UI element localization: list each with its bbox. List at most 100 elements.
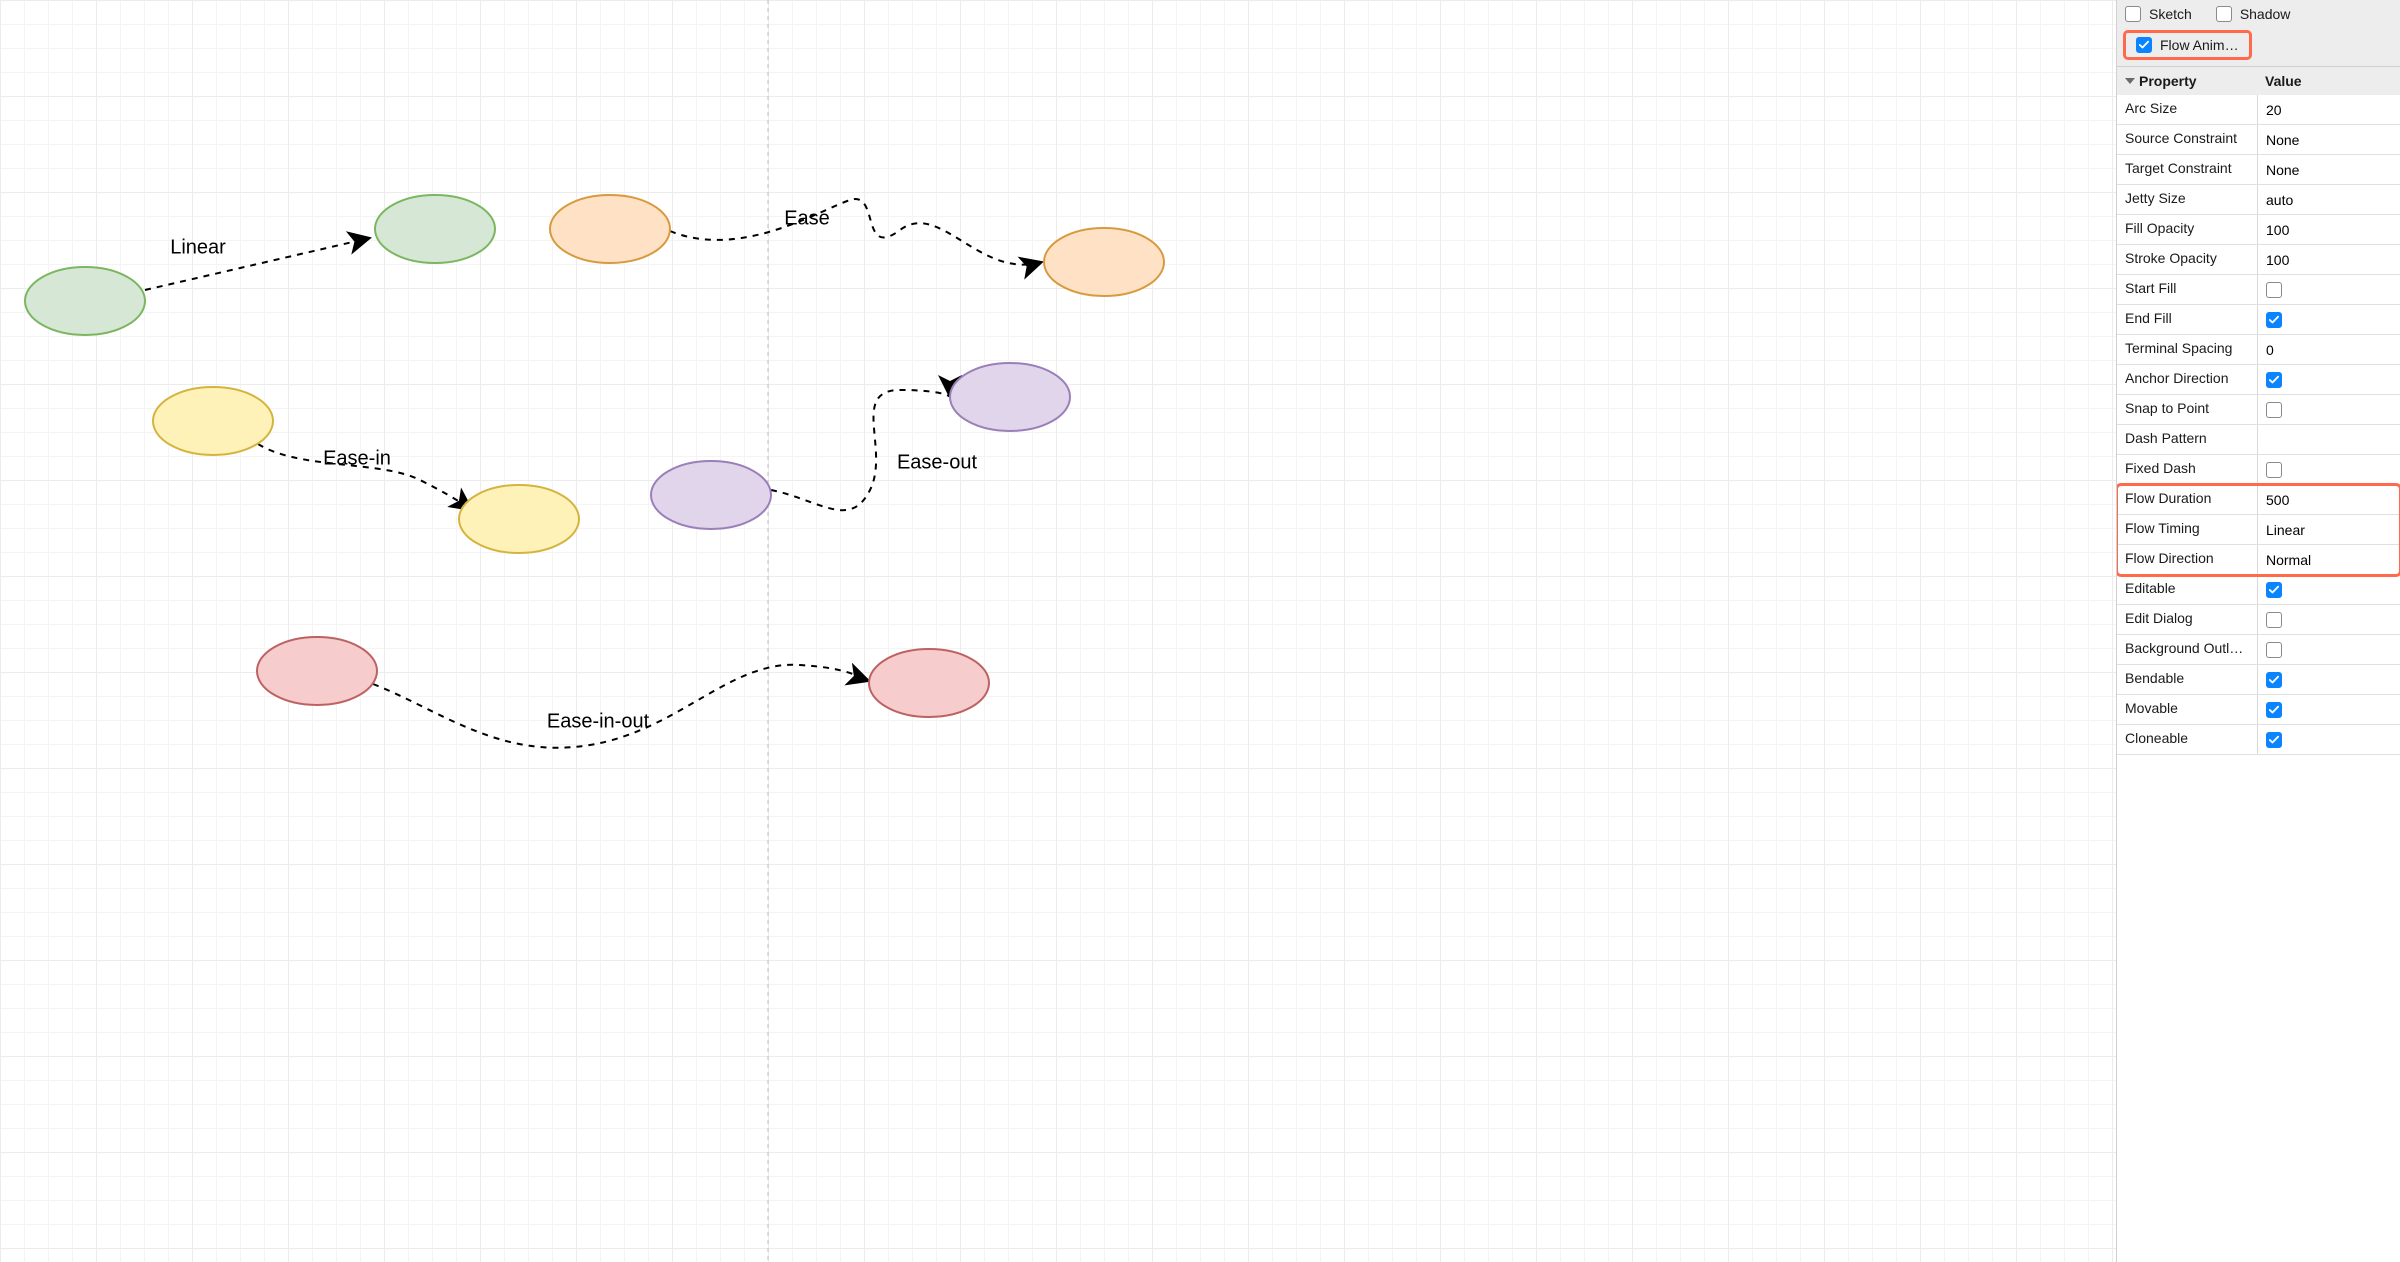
node-r1b[interactable]: [869, 649, 989, 717]
edge-e-easeout[interactable]: [771, 390, 950, 510]
prop-checkbox[interactable]: [2266, 582, 2282, 598]
prop-checkbox[interactable]: [2266, 732, 2282, 748]
prop-row-movable: Movable: [2117, 695, 2400, 725]
prop-key: Movable: [2117, 695, 2257, 724]
prop-input[interactable]: [2266, 192, 2392, 208]
canvas-svg: [0, 0, 2116, 1262]
prop-input[interactable]: [2266, 522, 2392, 538]
prop-value[interactable]: [2257, 575, 2400, 604]
node-o1a[interactable]: [550, 195, 670, 263]
prop-value[interactable]: [2257, 515, 2400, 544]
prop-input[interactable]: [2266, 162, 2392, 178]
flow-animation-checkbox[interactable]: Flow Anim…: [2123, 30, 2252, 60]
prop-key: Flow Direction: [2117, 545, 2257, 574]
prop-value[interactable]: [2257, 335, 2400, 364]
prop-input[interactable]: [2266, 252, 2392, 268]
collapse-icon[interactable]: [2125, 78, 2135, 84]
prop-value[interactable]: [2257, 605, 2400, 634]
prop-key: Target Constraint: [2117, 155, 2257, 184]
shadow-label: Shadow: [2240, 6, 2291, 22]
prop-row-anchor-direction: Anchor Direction: [2117, 365, 2400, 395]
prop-row-bendable: Bendable: [2117, 665, 2400, 695]
prop-checkbox[interactable]: [2266, 642, 2282, 658]
prop-value[interactable]: [2257, 695, 2400, 724]
prop-input[interactable]: [2266, 342, 2392, 358]
node-p1a[interactable]: [651, 461, 771, 529]
prop-checkbox[interactable]: [2266, 702, 2282, 718]
prop-value[interactable]: [2257, 365, 2400, 394]
prop-key: Fixed Dash: [2117, 455, 2257, 484]
prop-input[interactable]: [2266, 492, 2392, 508]
sketch-checkbox[interactable]: Sketch: [2125, 6, 2192, 22]
prop-key: Background Outl…: [2117, 635, 2257, 664]
prop-row-cloneable: Cloneable: [2117, 725, 2400, 755]
prop-key: Dash Pattern: [2117, 425, 2257, 454]
shadow-checkbox[interactable]: Shadow: [2216, 6, 2291, 22]
prop-value[interactable]: [2257, 665, 2400, 694]
prop-value[interactable]: [2257, 455, 2400, 484]
prop-key: Cloneable: [2117, 725, 2257, 754]
prop-checkbox[interactable]: [2266, 312, 2282, 328]
prop-input[interactable]: [2266, 552, 2392, 568]
node-y1b[interactable]: [459, 485, 579, 553]
node-r1a[interactable]: [257, 637, 377, 705]
node-p1b[interactable]: [950, 363, 1070, 431]
prop-value[interactable]: [2257, 395, 2400, 424]
prop-value[interactable]: [2257, 275, 2400, 304]
edge-e-einout[interactable]: [373, 665, 869, 748]
prop-row-flow-duration: Flow Duration: [2117, 485, 2400, 515]
prop-key: Flow Duration: [2117, 485, 2257, 514]
prop-checkbox[interactable]: [2266, 282, 2282, 298]
prop-row-terminal-spacing: Terminal Spacing: [2117, 335, 2400, 365]
prop-row-editable: Editable: [2117, 575, 2400, 605]
prop-value[interactable]: [2257, 545, 2400, 574]
properties-panel: Sketch Shadow Flow Anim… Property Value …: [2116, 0, 2400, 1262]
prop-checkbox[interactable]: [2266, 612, 2282, 628]
prop-value[interactable]: [2257, 305, 2400, 334]
prop-key: Bendable: [2117, 665, 2257, 694]
prop-input[interactable]: [2266, 222, 2392, 238]
property-table-header: Property Value: [2117, 66, 2400, 95]
prop-row-fixed-dash: Fixed Dash: [2117, 455, 2400, 485]
prop-input[interactable]: [2266, 132, 2392, 148]
prop-row-background-outl-: Background Outl…: [2117, 635, 2400, 665]
prop-input[interactable]: [2266, 102, 2392, 118]
header-property: Property: [2139, 73, 2197, 89]
prop-row-source-constraint: Source Constraint: [2117, 125, 2400, 155]
prop-row-arc-size: Arc Size: [2117, 95, 2400, 125]
prop-value[interactable]: [2257, 125, 2400, 154]
prop-checkbox[interactable]: [2266, 402, 2282, 418]
prop-key: Snap to Point: [2117, 395, 2257, 424]
prop-key: Start Fill: [2117, 275, 2257, 304]
prop-value[interactable]: [2257, 425, 2400, 454]
prop-key: Flow Timing: [2117, 515, 2257, 544]
prop-value[interactable]: [2257, 635, 2400, 664]
node-o1b[interactable]: [1044, 228, 1164, 296]
sketch-label: Sketch: [2149, 6, 2192, 22]
diagram-canvas[interactable]: LinearEaseEase-inEase-outEase-in-out: [0, 0, 2116, 1262]
node-y1a[interactable]: [153, 387, 273, 455]
node-g1a[interactable]: [25, 267, 145, 335]
prop-row-jetty-size: Jetty Size: [2117, 185, 2400, 215]
prop-value[interactable]: [2257, 245, 2400, 274]
prop-key: Anchor Direction: [2117, 365, 2257, 394]
prop-checkbox[interactable]: [2266, 462, 2282, 478]
prop-value[interactable]: [2257, 725, 2400, 754]
prop-value[interactable]: [2257, 95, 2400, 124]
edge-e-easein[interactable]: [258, 444, 472, 510]
edge-e-ease[interactable]: [670, 199, 1042, 265]
edge-e-linear[interactable]: [145, 238, 370, 290]
prop-checkbox[interactable]: [2266, 672, 2282, 688]
prop-value[interactable]: [2257, 215, 2400, 244]
prop-key: Editable: [2117, 575, 2257, 604]
header-value: Value: [2257, 67, 2400, 95]
prop-value[interactable]: [2257, 185, 2400, 214]
prop-checkbox[interactable]: [2266, 372, 2282, 388]
prop-row-dash-pattern: Dash Pattern: [2117, 425, 2400, 455]
prop-value[interactable]: [2257, 155, 2400, 184]
flow-animation-label: Flow Anim…: [2160, 37, 2239, 53]
prop-input[interactable]: [2266, 432, 2392, 448]
prop-value[interactable]: [2257, 485, 2400, 514]
node-g1b[interactable]: [375, 195, 495, 263]
flow-properties-highlight: Flow DurationFlow TimingFlow Direction: [2117, 485, 2400, 575]
